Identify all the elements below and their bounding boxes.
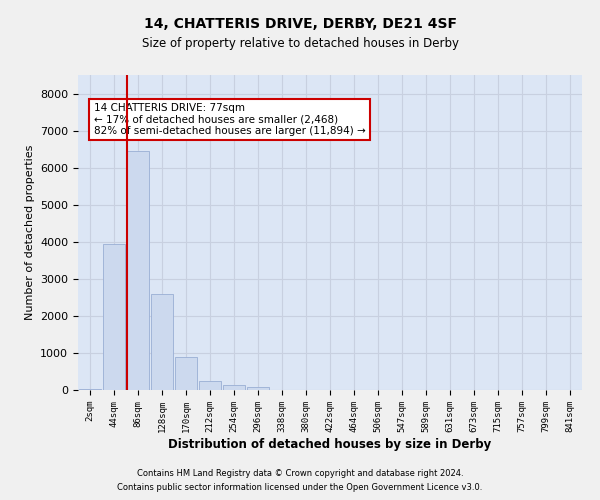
Bar [175,356,197,390]
Text: Contains HM Land Registry data © Crown copyright and database right 2024.: Contains HM Land Registry data © Crown c… [137,468,463,477]
Bar [247,386,269,390]
Text: 14, CHATTERIS DRIVE, DERBY, DE21 4SF: 14, CHATTERIS DRIVE, DERBY, DE21 4SF [143,18,457,32]
Bar [151,294,173,390]
Bar [223,385,245,390]
Bar [103,244,125,390]
Bar [127,151,149,390]
Y-axis label: Number of detached properties: Number of detached properties [25,145,35,320]
Text: 14 CHATTERIS DRIVE: 77sqm
← 17% of detached houses are smaller (2,468)
82% of se: 14 CHATTERIS DRIVE: 77sqm ← 17% of detac… [94,103,365,136]
Text: Size of property relative to detached houses in Derby: Size of property relative to detached ho… [142,38,458,51]
X-axis label: Distribution of detached houses by size in Derby: Distribution of detached houses by size … [169,438,491,450]
Text: Contains public sector information licensed under the Open Government Licence v3: Contains public sector information licen… [118,484,482,492]
Bar [199,380,221,390]
